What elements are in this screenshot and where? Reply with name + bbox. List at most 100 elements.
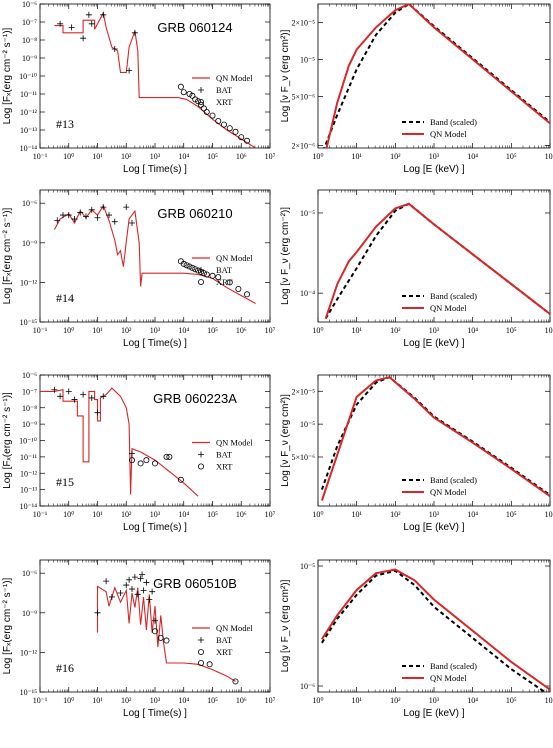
- bat-point: [77, 209, 84, 216]
- bat-point: [108, 593, 115, 600]
- x-tick-label: 10³: [429, 326, 440, 335]
- x-tick-label: 10¹: [92, 510, 103, 519]
- x-tick-label: 10⁰: [63, 510, 74, 519]
- run-id: #16: [56, 661, 74, 675]
- xrt-point: [235, 285, 242, 292]
- bat-point: [54, 217, 61, 224]
- xrt-point: [197, 101, 204, 108]
- bat-point: [126, 67, 133, 74]
- xrt-point: [206, 661, 213, 668]
- x-tick-label: 10⁴: [467, 152, 478, 161]
- x-tick-label: 10³: [150, 152, 161, 161]
- qn-model-line: [324, 202, 550, 319]
- x-tick-label: 10⁵: [207, 152, 218, 161]
- bat-point: [134, 591, 141, 598]
- xrt-point: [195, 98, 202, 105]
- x-tick-label: 10⁶: [545, 696, 553, 705]
- legend-label: XRT: [216, 277, 233, 287]
- bat-point: [126, 576, 133, 583]
- bat-point: [65, 212, 72, 219]
- y-tick-label: 10⁻⁹: [22, 609, 37, 618]
- x-tick-label: 10⁰: [312, 510, 323, 519]
- y-tick-label: 10⁻⁶: [22, 199, 37, 208]
- chart-panel-lc16: 10⁻¹ 10⁰ 10¹ 10² 10³ 10⁴ 10⁵ 10⁶ 10⁷ 10⁻¹⁵ 10⁻¹² 10…: [2, 559, 276, 719]
- bat-point: [83, 213, 89, 220]
- xrt-point: [151, 460, 158, 467]
- bat-point: [57, 20, 64, 27]
- x-axis-label: Log [ Time(s) ]: [123, 338, 187, 349]
- bat-point: [129, 586, 135, 593]
- y-tick-label: 10⁻⁹: [22, 420, 37, 429]
- bat-point: [140, 587, 147, 594]
- bat-point: [88, 394, 95, 401]
- y-tick-label: 10⁻⁵: [300, 420, 315, 429]
- xrt-point: [189, 92, 196, 99]
- legend-swatch-bat: [198, 637, 204, 643]
- bat-point: [111, 46, 118, 52]
- bat-point: [80, 391, 87, 398]
- x-tick-label: 10⁰: [63, 696, 74, 705]
- xrt-point: [220, 121, 227, 128]
- qn-model-line: [320, 376, 550, 501]
- bat-point: [85, 11, 92, 18]
- x-tick-label: 10⁶: [236, 326, 247, 335]
- x-tick-label: 10⁵: [207, 696, 218, 705]
- x-tick-label: 10⁰: [312, 326, 323, 335]
- legend-label: QN Model: [216, 623, 253, 633]
- plot-area: [54, 11, 256, 148]
- x-tick-label: 10⁶: [545, 510, 553, 519]
- x-tick-label: 10⁴: [467, 326, 478, 335]
- x-axis-label: Log [ Time(s) ]: [123, 708, 187, 719]
- bat-point: [88, 20, 95, 27]
- x-tick-label: 10²: [390, 152, 401, 161]
- plot-area: [40, 386, 199, 497]
- x-tick-label: 10³: [150, 696, 161, 705]
- y-tick-label: 5×10⁻⁶: [291, 92, 315, 101]
- x-tick-label: 10⁻¹: [33, 326, 48, 335]
- legend-swatch-xrt: [197, 463, 204, 470]
- run-id: #15: [56, 475, 74, 489]
- bat-point: [131, 29, 138, 36]
- bat-point: [103, 578, 110, 585]
- run-id: #13: [56, 117, 74, 131]
- y-tick-label: 10⁻¹²: [20, 648, 38, 657]
- chart-panel-lc15: 10⁻¹ 10⁰ 10¹ 10² 10³ 10⁴ 10⁵ 10⁶ 10⁷ 10⁻¹⁴ 10⁻¹³ 10…: [2, 371, 276, 533]
- y-tick-label: 10⁻¹²: [20, 469, 38, 478]
- xrt-point: [137, 460, 144, 467]
- x-tick-label: 10⁵: [506, 696, 517, 705]
- legend-label: XRT: [216, 647, 233, 657]
- x-tick-label: 10⁰: [312, 152, 323, 161]
- xrt-point: [209, 112, 216, 119]
- y-tick-label: 10⁻¹⁰: [19, 72, 37, 81]
- legend-label: QN Model: [430, 487, 467, 497]
- plot-area: [324, 202, 550, 320]
- xrt-point: [243, 137, 250, 144]
- plot-area: [323, 4, 550, 148]
- bat-point: [111, 218, 118, 225]
- xrt-point: [226, 125, 233, 132]
- legend-label: BAT: [216, 635, 233, 645]
- legend-label: QN Model: [216, 73, 253, 83]
- bat-point: [131, 574, 138, 581]
- x-tick-label: 10⁴: [467, 510, 478, 519]
- x-tick-label: 10⁵: [207, 326, 218, 335]
- y-tick-label: 10⁻⁵: [300, 562, 315, 571]
- bat-point: [57, 393, 64, 400]
- x-tick-label: 10⁴: [178, 696, 189, 705]
- xrt-point: [143, 457, 150, 464]
- qn-model-line: [40, 387, 199, 497]
- bat-point: [143, 579, 150, 586]
- chart-panel-lc13: 10⁻¹ 10⁰ 10¹ 10² 10³ 10⁴ 10⁵ 10⁶ 10⁷ 10⁻¹⁴ 10⁻¹³ 10…: [2, 0, 276, 175]
- plot-area: [94, 571, 239, 685]
- x-tick-label: 10³: [150, 510, 161, 519]
- y-tick-label: 10⁻¹⁵: [20, 688, 38, 697]
- legend-label: BAT: [216, 265, 233, 275]
- y-tick-label: 10⁻⁸: [22, 404, 37, 413]
- y-tick-label: 10⁻⁸: [22, 36, 37, 45]
- xrt-point: [189, 264, 196, 271]
- x-axis-label: Log [ Time(s) ]: [123, 522, 187, 533]
- y-tick-label: 10⁻¹²: [20, 278, 38, 287]
- y-tick-label: 10⁻⁹: [22, 239, 37, 248]
- x-tick-label: 10⁶: [545, 152, 553, 161]
- x-tick-label: 10⁴: [178, 510, 189, 519]
